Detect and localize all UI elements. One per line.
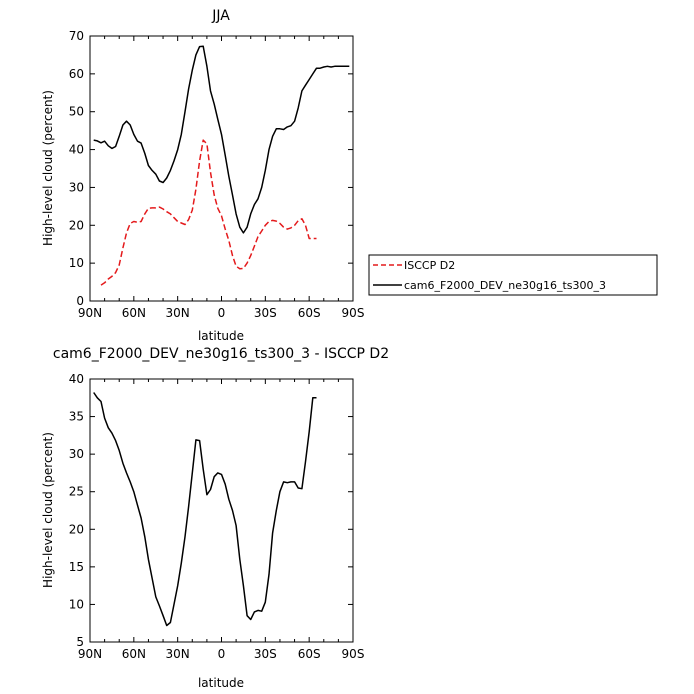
- bottom-chart-panel: cam6_F2000_DEV_ne30g16_ts300_3 - ISCCP D…: [41, 346, 389, 690]
- bottom-x-tick-label: 30S: [254, 647, 277, 661]
- top-y-tick-label: 40: [69, 143, 84, 157]
- bottom-chart-title: cam6_F2000_DEV_ne30g16_ts300_3 - ISCCP D…: [53, 346, 389, 362]
- bottom-y-tick-label: 15: [69, 560, 84, 574]
- bottom-x-tick-label: 60S: [298, 647, 321, 661]
- top-y-tick-label: 20: [69, 218, 84, 232]
- top-y-axis: 0 10 20 30 40 50 60 70: [69, 29, 353, 308]
- top-x-tick-label: 60N: [122, 306, 146, 320]
- bottom-y-axis: 5 10 15 20 25 30 35 40: [69, 372, 353, 649]
- top-plot-frame: [89, 35, 354, 302]
- top-x-tick-label: 90S: [342, 306, 365, 320]
- top-y-axis-label: High-level cloud (percent): [41, 90, 55, 246]
- bottom-y-tick-label: 10: [69, 597, 84, 611]
- top-series-lines: [93, 45, 350, 286]
- bottom-x-tick-label: 90S: [342, 647, 365, 661]
- bottom-y-tick-label: 35: [69, 410, 84, 424]
- bottom-y-tick-label: 25: [69, 485, 84, 499]
- legend-box: [368, 254, 658, 296]
- bottom-x-tick-label: 0: [218, 647, 226, 661]
- top-y-tick-label: 60: [69, 67, 84, 81]
- top-x-tick-label: 90N: [78, 306, 102, 320]
- top-series-line-1: [93, 45, 350, 234]
- bottom-plot-frame: [89, 378, 354, 643]
- bottom-x-tick-label: 60N: [122, 647, 146, 661]
- top-y-tick-label: 10: [69, 256, 84, 270]
- top-x-axis: 90N 60N 30N 0 30S 60S 90S: [78, 36, 365, 320]
- top-y-tick-label: 30: [69, 180, 84, 194]
- legend-label-cam6: cam6_F2000_DEV_ne30g16_ts300_3: [404, 279, 606, 292]
- bottom-y-tick-label: 40: [69, 372, 84, 386]
- top-y-tick-label: 50: [69, 105, 84, 119]
- bottom-y-tick-label: 30: [69, 447, 84, 461]
- bottom-x-tick-label: 90N: [78, 647, 102, 661]
- bottom-y-tick-label: 5: [76, 635, 84, 649]
- top-y-tick-label: 0: [76, 294, 84, 308]
- legend: ISCCP D2 cam6_F2000_DEV_ne30g16_ts300_3: [368, 254, 658, 296]
- bottom-series-line-0: [93, 392, 317, 627]
- top-chart-title: JJA: [211, 8, 230, 24]
- legend-label-isccp: ISCCP D2: [404, 259, 455, 272]
- top-x-tick-label: 30S: [254, 306, 277, 320]
- top-x-tick-label: 30N: [166, 306, 190, 320]
- top-y-tick-label: 70: [69, 29, 84, 43]
- top-x-tick-label: 0: [218, 306, 226, 320]
- bottom-y-axis-label: High-level cloud (percent): [41, 432, 55, 588]
- bottom-y-tick-label: 20: [69, 522, 84, 536]
- top-x-axis-label: latitude: [198, 329, 244, 343]
- bottom-x-axis-label: latitude: [198, 676, 244, 690]
- bottom-x-tick-label: 30N: [166, 647, 190, 661]
- top-series-line-0: [100, 139, 317, 286]
- bottom-series-lines: [93, 392, 317, 627]
- top-x-tick-label: 60S: [298, 306, 321, 320]
- bottom-x-axis: 90N 60N 30N 0 30S 60S 90S: [78, 379, 365, 661]
